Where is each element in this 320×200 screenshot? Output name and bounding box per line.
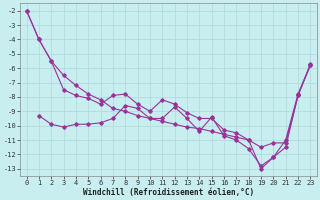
X-axis label: Windchill (Refroidissement éolien,°C): Windchill (Refroidissement éolien,°C) (83, 188, 254, 197)
